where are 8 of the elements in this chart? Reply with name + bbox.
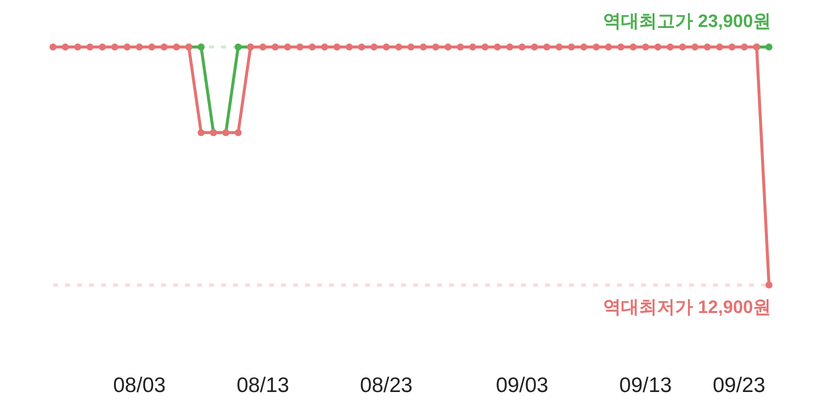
- x-tick-label: 09/23: [712, 374, 766, 397]
- x-tick-label: 08/13: [236, 374, 290, 397]
- x-tick-label: 09/13: [619, 374, 672, 397]
- ref-line-label: 역대최고가 23,900원: [602, 11, 771, 31]
- x-tick-label: 08/03: [113, 374, 166, 397]
- ref-line-label: 역대최저가 12,900원: [602, 297, 771, 317]
- x-tick-label: 09/03: [496, 374, 548, 397]
- x-tick-label: 08/23: [360, 374, 413, 397]
